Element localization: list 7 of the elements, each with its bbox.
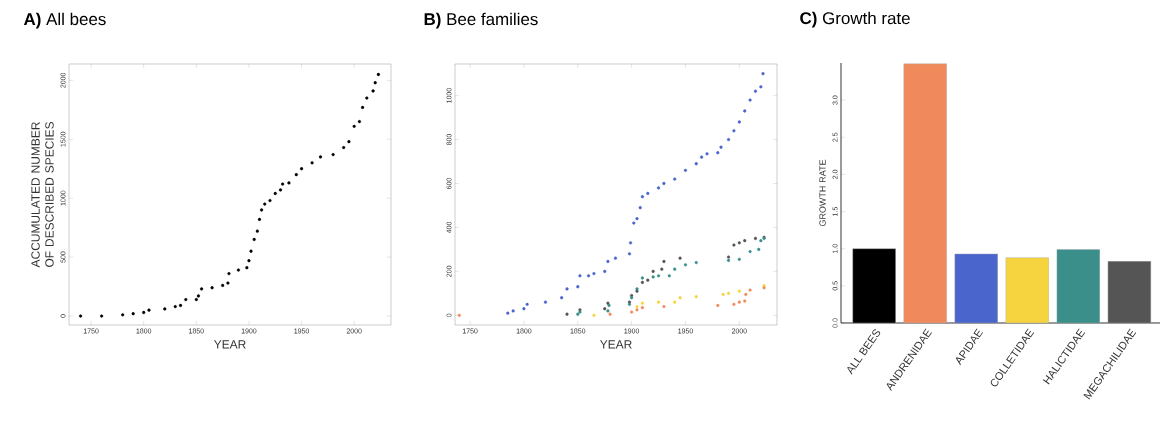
x-axis-title: YEAR — [213, 340, 246, 349]
chart-title: B) Bee families — [424, 12, 538, 29]
y-axis-title: ACCUMULATED NUMBER OF DESCRIBED SPECIES — [31, 121, 54, 268]
y-axis-title: GROWTH RATE — [819, 159, 826, 227]
chart-title: A) All bees — [23, 12, 106, 29]
x-axis-title: YEAR — [600, 340, 632, 349]
chart-title: C) Growth rate — [800, 11, 910, 28]
